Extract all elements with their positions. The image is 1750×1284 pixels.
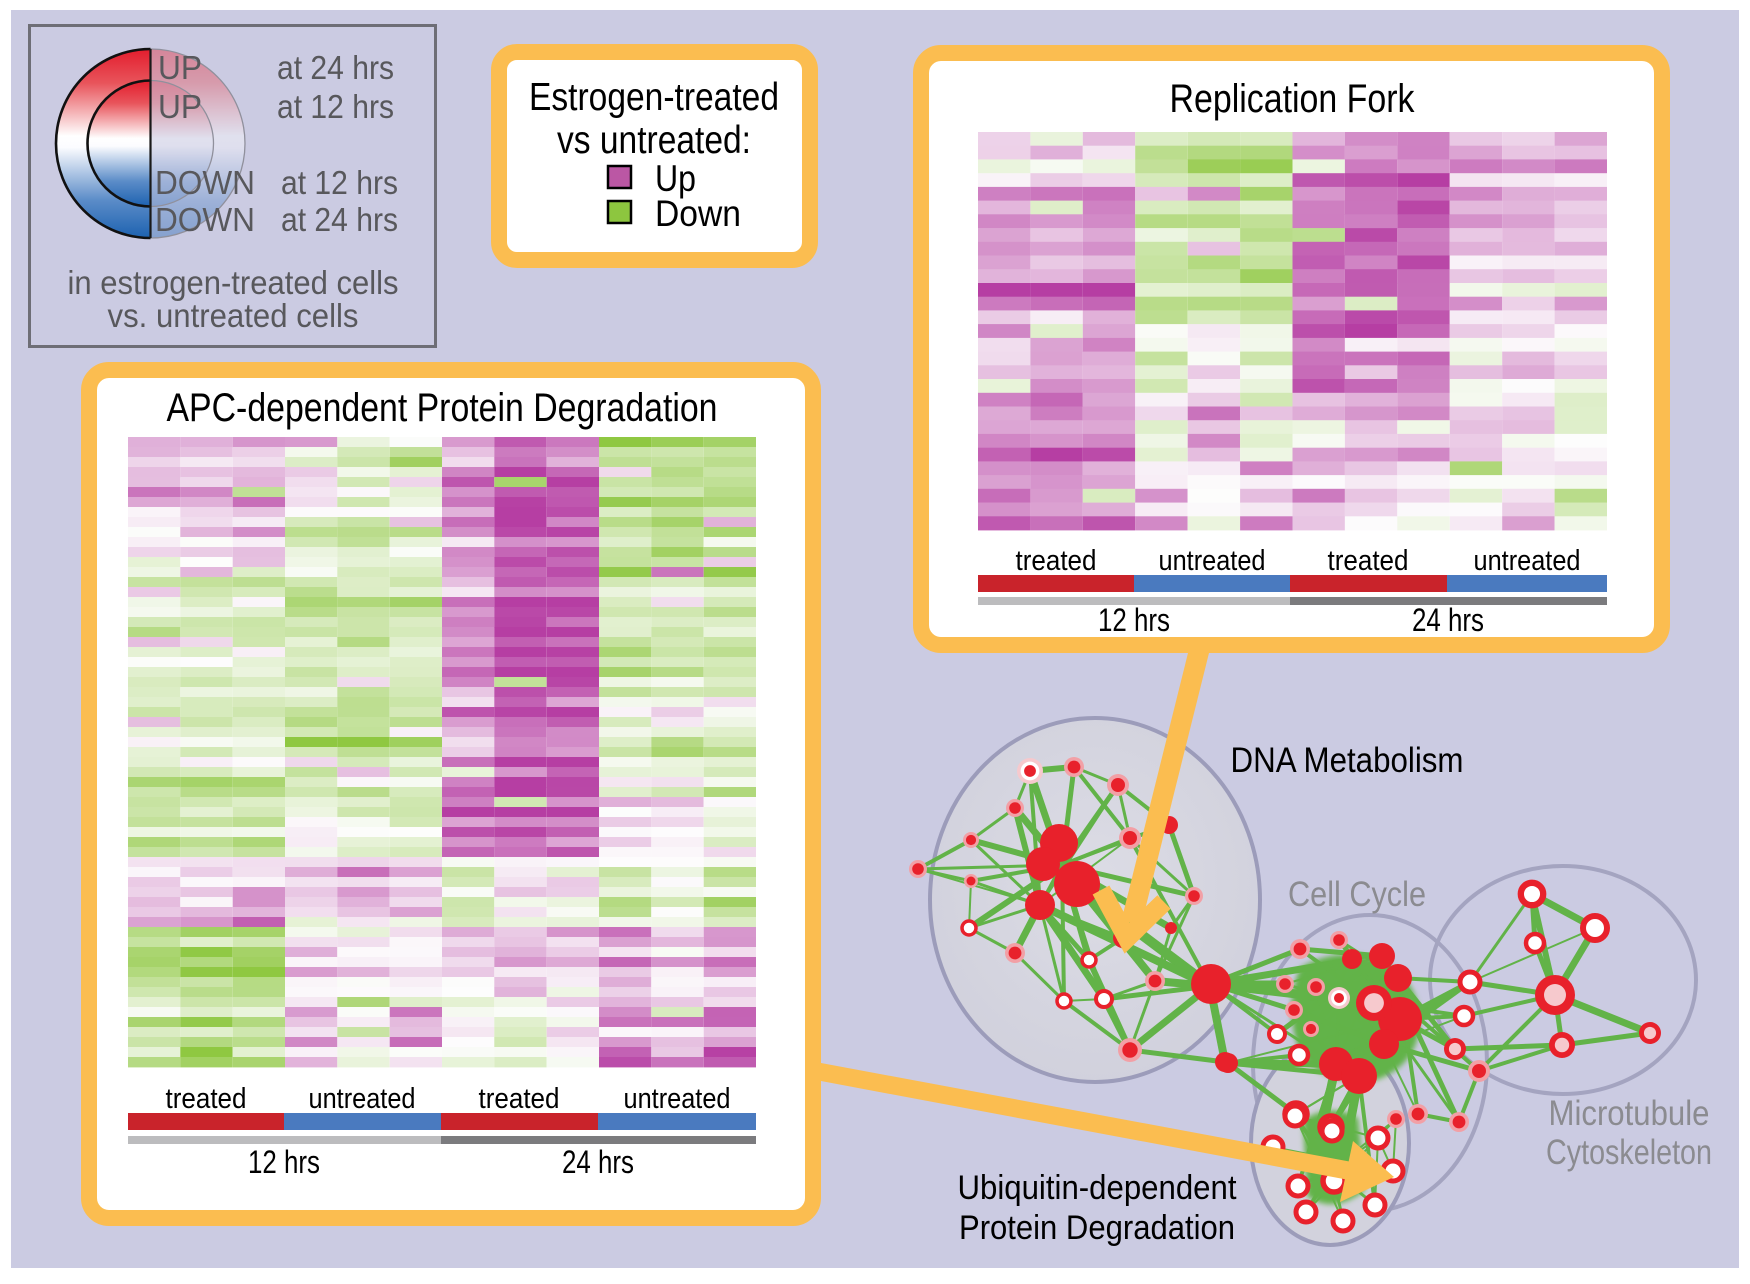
- svg-text:treated: treated: [479, 1083, 560, 1115]
- svg-text:Replication Fork: Replication Fork: [1170, 77, 1416, 121]
- svg-text:treated: treated: [1016, 545, 1097, 577]
- svg-text:Cell Cycle: Cell Cycle: [1288, 875, 1426, 914]
- svg-text:24 hrs: 24 hrs: [1412, 602, 1484, 638]
- svg-text:Protein Degradation: Protein Degradation: [959, 1209, 1235, 1247]
- svg-text:DNA Metabolism: DNA Metabolism: [1231, 741, 1464, 780]
- svg-text:vs. untreated cells: vs. untreated cells: [108, 297, 359, 334]
- svg-text:UP: UP: [158, 49, 202, 86]
- svg-text:APC-dependent Protein Degradat: APC-dependent Protein Degradation: [167, 386, 718, 430]
- svg-text:untreated: untreated: [624, 1083, 731, 1115]
- svg-text:Estrogen-treated: Estrogen-treated: [529, 76, 779, 119]
- svg-text:UP: UP: [158, 88, 202, 125]
- svg-text:Microtubule: Microtubule: [1549, 1094, 1710, 1133]
- svg-text:at 24 hrs: at 24 hrs: [281, 201, 398, 238]
- svg-text:treated: treated: [166, 1083, 247, 1115]
- svg-text:at 24 hrs: at 24 hrs: [277, 49, 394, 86]
- svg-text:untreated: untreated: [1474, 545, 1581, 577]
- svg-text:Cytoskeleton: Cytoskeleton: [1546, 1133, 1712, 1172]
- svg-text:DOWN: DOWN: [155, 201, 255, 238]
- svg-text:12 hrs: 12 hrs: [248, 1144, 320, 1180]
- svg-text:treated: treated: [1328, 545, 1409, 577]
- svg-text:untreated: untreated: [309, 1083, 416, 1115]
- svg-text:DOWN: DOWN: [155, 164, 255, 201]
- svg-text:in estrogen-treated cells: in estrogen-treated cells: [68, 264, 399, 301]
- svg-text:at 12 hrs: at 12 hrs: [281, 164, 398, 201]
- svg-text:12 hrs: 12 hrs: [1098, 602, 1170, 638]
- svg-text:Ubiquitin-dependent: Ubiquitin-dependent: [958, 1169, 1238, 1207]
- svg-text:vs untreated:: vs untreated:: [557, 119, 751, 162]
- svg-text:Up: Up: [655, 158, 696, 199]
- svg-text:Down: Down: [655, 193, 741, 234]
- svg-text:24 hrs: 24 hrs: [562, 1144, 634, 1180]
- svg-text:untreated: untreated: [1159, 545, 1266, 577]
- svg-text:at 12 hrs: at 12 hrs: [277, 88, 394, 125]
